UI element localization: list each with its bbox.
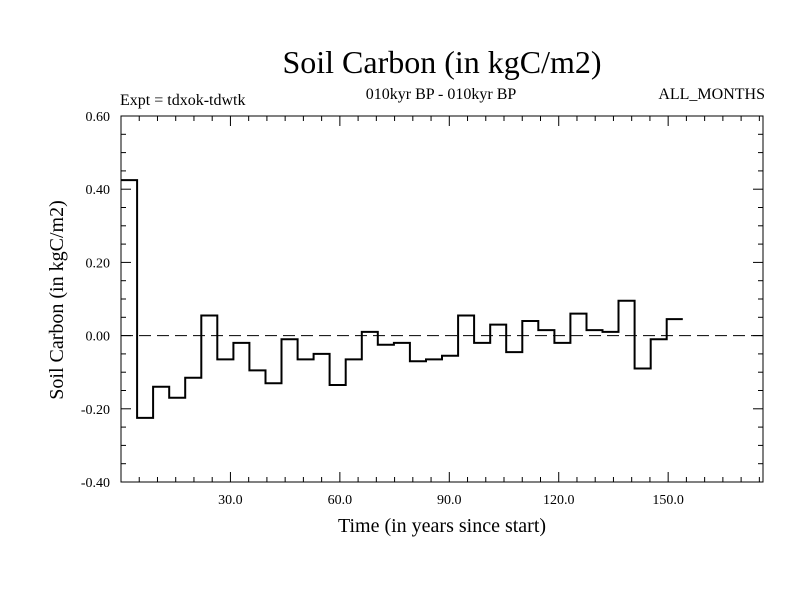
x-tick-label: 30.0 <box>218 493 243 508</box>
axes: 30.0 60.0 90.0 120.0 150.0 -0.40 -0.20 0.00 0.20… <box>81 110 764 508</box>
y-tick-label: -0.20 <box>81 403 110 418</box>
x-tick-label: 150.0 <box>652 493 684 508</box>
subtitle: 010kyr BP - 010kyr BP <box>366 86 517 103</box>
y-tick-label: 0.40 <box>86 183 111 198</box>
x-tick-label: 120.0 <box>543 493 575 508</box>
plot-frame <box>120 115 764 483</box>
y-tick-label: 0.00 <box>86 330 111 345</box>
y-tick-label: 0.60 <box>86 110 111 125</box>
chart-title: Soil Carbon (in kgC/m2) <box>282 44 601 80</box>
y-axis-label: Soil Carbon (in kgC/m2) <box>46 200 68 399</box>
series-line <box>121 179 683 419</box>
x-axis-label: Time (in years since start) <box>338 515 546 537</box>
x-tick-label: 60.0 <box>328 493 353 508</box>
y-tick-label: -0.40 <box>81 476 110 491</box>
period-label: ALL_MONTHS <box>658 86 765 103</box>
experiment-label: Expt = tdxok-tdwtk <box>120 92 245 109</box>
x-tick-label: 90.0 <box>437 493 462 508</box>
y-tick-label: 0.20 <box>86 256 111 271</box>
